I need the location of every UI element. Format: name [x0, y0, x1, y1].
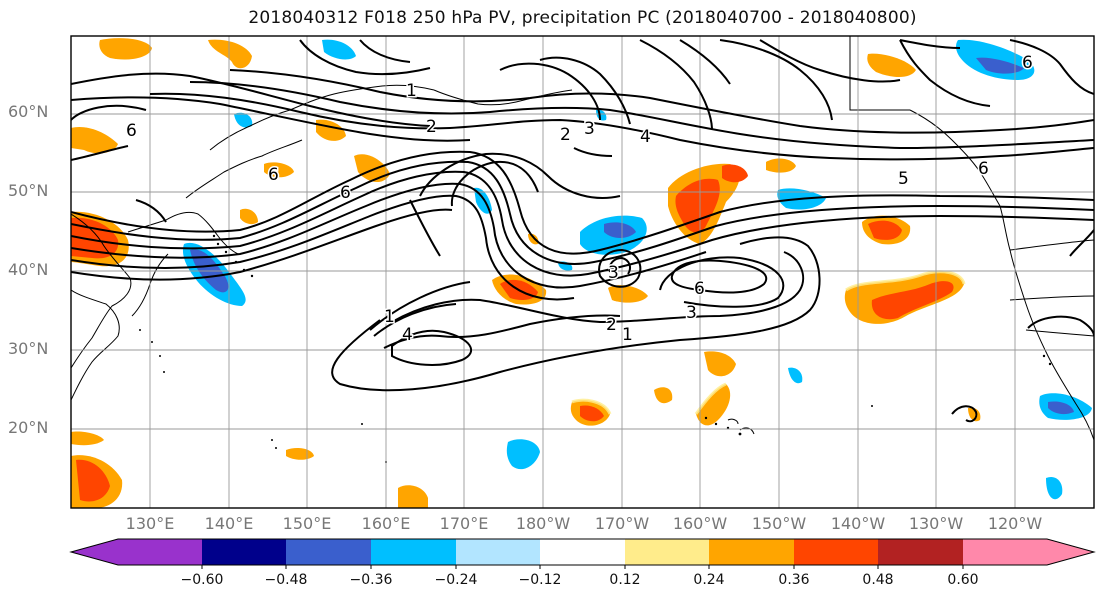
colorbar-swatch — [540, 539, 625, 565]
colorbar-swatch — [709, 539, 794, 565]
lon-label: 130°W — [908, 514, 964, 533]
colorbar-tick-label: −0.36 — [349, 572, 393, 588]
pv-contours — [71, 39, 1094, 423]
colorbar-swatch — [118, 539, 202, 565]
colorbar-swatch — [286, 539, 371, 565]
colorbar-tick-label: −0.48 — [264, 572, 308, 588]
lat-label: 60°N — [8, 102, 49, 121]
lat-label: 20°N — [8, 418, 49, 437]
colorbar-extend-low — [71, 539, 118, 565]
figure-title: 2018040312 F018 250 hPa PV, precipitatio… — [248, 8, 917, 28]
colorbar-tick-label: 0.48 — [862, 572, 894, 588]
contour-label: 3 — [686, 303, 697, 323]
contour-label: 2 — [606, 315, 617, 335]
colorbar-tick-label: 0.60 — [947, 572, 979, 588]
contour-label: 2 — [560, 125, 571, 145]
colorbar-tick-label: 0.24 — [693, 572, 725, 588]
contour-labels: 1 2 3 4 5 6 1 2 3 4 6 1 2 3 6 6 6 6 — [125, 52, 1035, 347]
map-frame — [70, 35, 1095, 509]
lat-label: 40°N — [8, 260, 49, 279]
lon-label: 170°E — [439, 514, 489, 533]
colorbar-tick-label: −0.60 — [180, 572, 224, 588]
colorbar-tick-label: 0.36 — [778, 572, 810, 588]
contour-label: 6 — [340, 183, 351, 203]
contour-label: 4 — [640, 127, 651, 147]
lat-label: 30°N — [8, 339, 49, 358]
contour-label: 5 — [898, 169, 909, 189]
lon-label: 120°W — [987, 514, 1043, 533]
precip-positive-anomalies — [71, 38, 981, 508]
contour-label: 6 — [978, 159, 989, 179]
lon-label: 170°W — [594, 514, 650, 533]
lon-label: 160°E — [361, 514, 411, 533]
contour-label: 6 — [126, 121, 137, 141]
contour-label: 3 — [608, 263, 619, 283]
lon-label: 150°W — [751, 514, 807, 533]
colorbar — [69, 538, 1096, 569]
contour-label: 1 — [622, 325, 633, 345]
contour-label: 3 — [584, 119, 595, 139]
lon-label: 140°E — [204, 514, 254, 533]
gridlines — [71, 36, 1094, 508]
precip-negative-anomalies — [182, 39, 1092, 500]
contour-label: 6 — [268, 165, 279, 185]
plot-area: 1 2 3 4 5 6 1 2 3 4 6 1 2 3 6 6 6 6 — [71, 36, 1094, 508]
contour-label: 2 — [426, 117, 437, 137]
contour-label: 1 — [384, 307, 395, 327]
contour-label: 6 — [694, 279, 705, 299]
contour-label: 4 — [402, 325, 413, 345]
precip-shading — [71, 38, 1092, 508]
colorbar-swatch — [878, 539, 963, 565]
colorbar-tick-label: 0.12 — [609, 572, 641, 588]
colorbar-swatch — [456, 539, 540, 565]
lon-label: 130°E — [125, 514, 175, 533]
colorbar-swatch — [202, 539, 286, 565]
colorbar-outline — [69, 538, 1096, 566]
lon-label: 160°W — [672, 514, 728, 533]
lon-label: 180°W — [515, 514, 571, 533]
contour-label: 1 — [406, 81, 417, 101]
lon-label: 150°E — [282, 514, 332, 533]
colorbar-tick-label: −0.24 — [434, 572, 478, 588]
contour-label: 6 — [1022, 53, 1033, 73]
lon-label: 140°W — [830, 514, 886, 533]
colorbar-extend-high — [1047, 539, 1094, 565]
colorbar-swatch — [963, 539, 1047, 565]
lat-label: 50°N — [8, 181, 49, 200]
colorbar-swatch — [371, 539, 456, 565]
colorbar-swatch — [794, 539, 878, 565]
colorbar-tick-label: −0.12 — [518, 572, 562, 588]
colorbar-swatch — [625, 539, 709, 565]
precip-pale-fringe — [571, 270, 966, 415]
